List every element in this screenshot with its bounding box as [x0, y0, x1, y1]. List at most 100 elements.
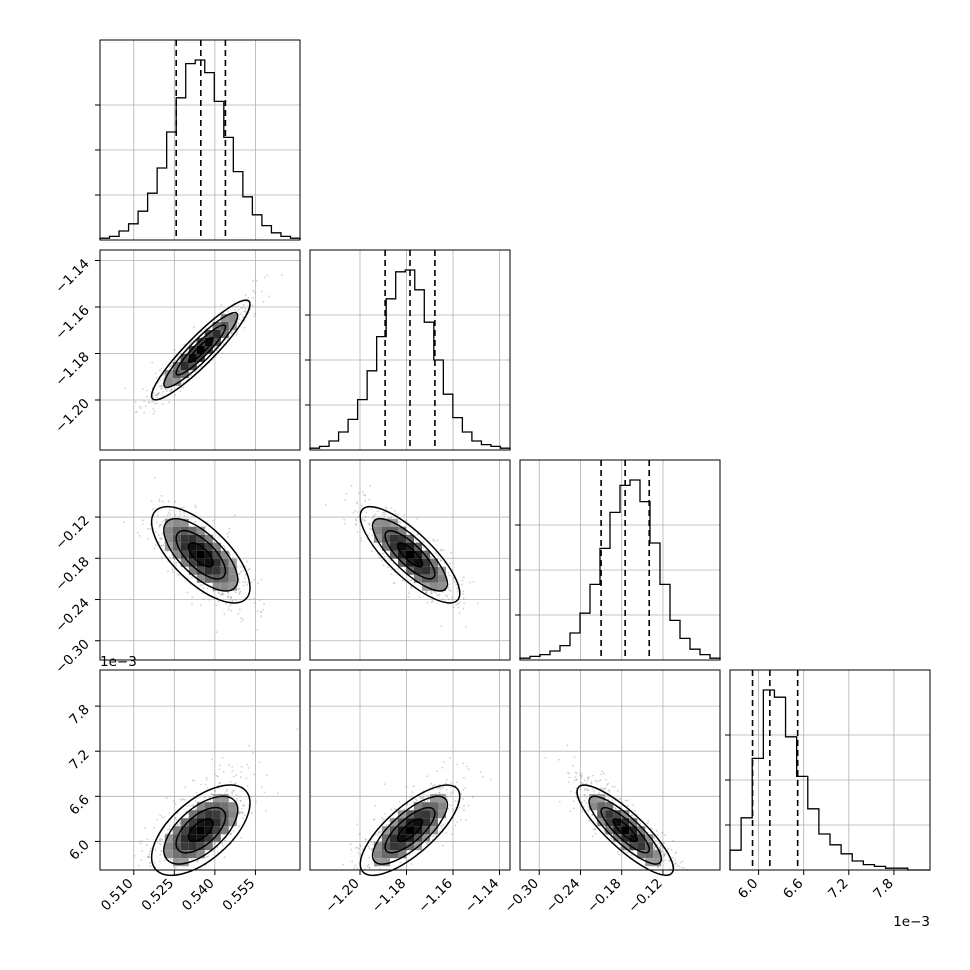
sample-point: [674, 863, 676, 865]
sample-point: [350, 484, 353, 487]
sample-point: [149, 528, 151, 531]
density-cell: [382, 518, 390, 527]
sample-point: [263, 603, 265, 605]
sample-point: [215, 604, 218, 606]
sample-point: [451, 596, 454, 599]
sample-point: [254, 312, 256, 315]
sample-point: [440, 548, 443, 551]
sample-point: [681, 860, 684, 862]
sample-point: [160, 850, 163, 853]
sample-point: [153, 827, 156, 829]
sample-point: [456, 781, 458, 783]
density-cell: [196, 338, 205, 346]
sample-point: [201, 336, 203, 338]
sample-point: [215, 774, 218, 777]
sample-point: [397, 520, 400, 523]
sample-point: [397, 567, 400, 570]
sample-point: [243, 814, 246, 816]
density-cell: [188, 818, 197, 827]
sample-point: [217, 775, 219, 778]
sample-point: [146, 395, 148, 398]
sample-point: [462, 576, 465, 579]
sample-point: [240, 620, 243, 623]
sample-point: [422, 540, 425, 543]
sample-point: [123, 521, 125, 523]
sample-point: [647, 819, 650, 822]
density-cell: [422, 558, 430, 567]
panel-frame-3-1: [309, 669, 511, 871]
density-cell: [172, 550, 181, 559]
sample-point: [567, 781, 570, 783]
sample-point: [358, 848, 360, 850]
sample-point: [140, 840, 143, 842]
density-cell: [188, 550, 197, 559]
sample-point: [441, 844, 444, 847]
sample-point: [147, 527, 150, 530]
sample-point: [171, 571, 174, 573]
sample-point: [263, 791, 266, 794]
density-cell: [390, 818, 398, 827]
density-cell: [220, 550, 229, 559]
sample-point: [152, 400, 154, 403]
sample-point: [191, 576, 194, 578]
sample-point: [456, 588, 459, 590]
sample-point: [456, 591, 459, 593]
density-cell: [613, 826, 622, 835]
sample-point: [462, 597, 465, 600]
sample-point: [261, 290, 263, 293]
sample-point: [399, 861, 402, 864]
sample-point: [663, 855, 665, 858]
sample-point: [362, 491, 364, 493]
density-cell: [374, 526, 382, 535]
sample-point: [439, 559, 442, 562]
sample-point: [615, 807, 617, 810]
sample-point: [169, 556, 172, 559]
sample-point: [221, 593, 224, 595]
sample-point: [265, 774, 268, 776]
sample-point: [194, 504, 197, 507]
sample-point: [445, 778, 448, 781]
sample-point: [189, 369, 192, 372]
sample-point: [654, 846, 657, 849]
sample-point: [142, 519, 144, 522]
sample-point: [610, 837, 613, 840]
sample-point: [412, 785, 415, 788]
sample-point: [231, 791, 233, 794]
sample-point: [598, 792, 600, 794]
sample-point: [412, 801, 415, 804]
sample-point: [436, 593, 438, 596]
sample-point: [143, 411, 146, 414]
sample-point: [232, 789, 235, 792]
density-cell: [414, 810, 422, 819]
sample-point: [239, 776, 242, 779]
sample-point: [226, 788, 229, 791]
sample-point: [394, 512, 397, 515]
sample-point: [160, 367, 163, 370]
sample-point: [124, 387, 127, 390]
sample-point: [165, 797, 168, 800]
sample-point: [581, 801, 583, 804]
density-cell: [180, 818, 189, 827]
sample-point: [465, 626, 467, 628]
density-cell: [204, 574, 213, 583]
density-cell: [438, 574, 446, 583]
sample-point: [368, 867, 371, 869]
sample-point: [592, 828, 595, 831]
sample-point: [585, 796, 588, 798]
density-cell: [653, 850, 662, 859]
sample-point: [171, 568, 174, 571]
sample-point: [228, 531, 231, 534]
sample-point: [379, 830, 382, 833]
sample-point: [240, 319, 243, 322]
density-cell: [172, 362, 181, 370]
sample-point: [434, 552, 437, 555]
sample-point: [162, 390, 165, 393]
density-cell: [220, 330, 229, 338]
sample-point: [210, 793, 213, 795]
x-tick-label: −1.18: [369, 876, 410, 917]
sample-point: [460, 583, 463, 586]
sample-point: [244, 573, 247, 576]
sample-point: [260, 578, 263, 581]
contour-level-2: [163, 517, 239, 592]
